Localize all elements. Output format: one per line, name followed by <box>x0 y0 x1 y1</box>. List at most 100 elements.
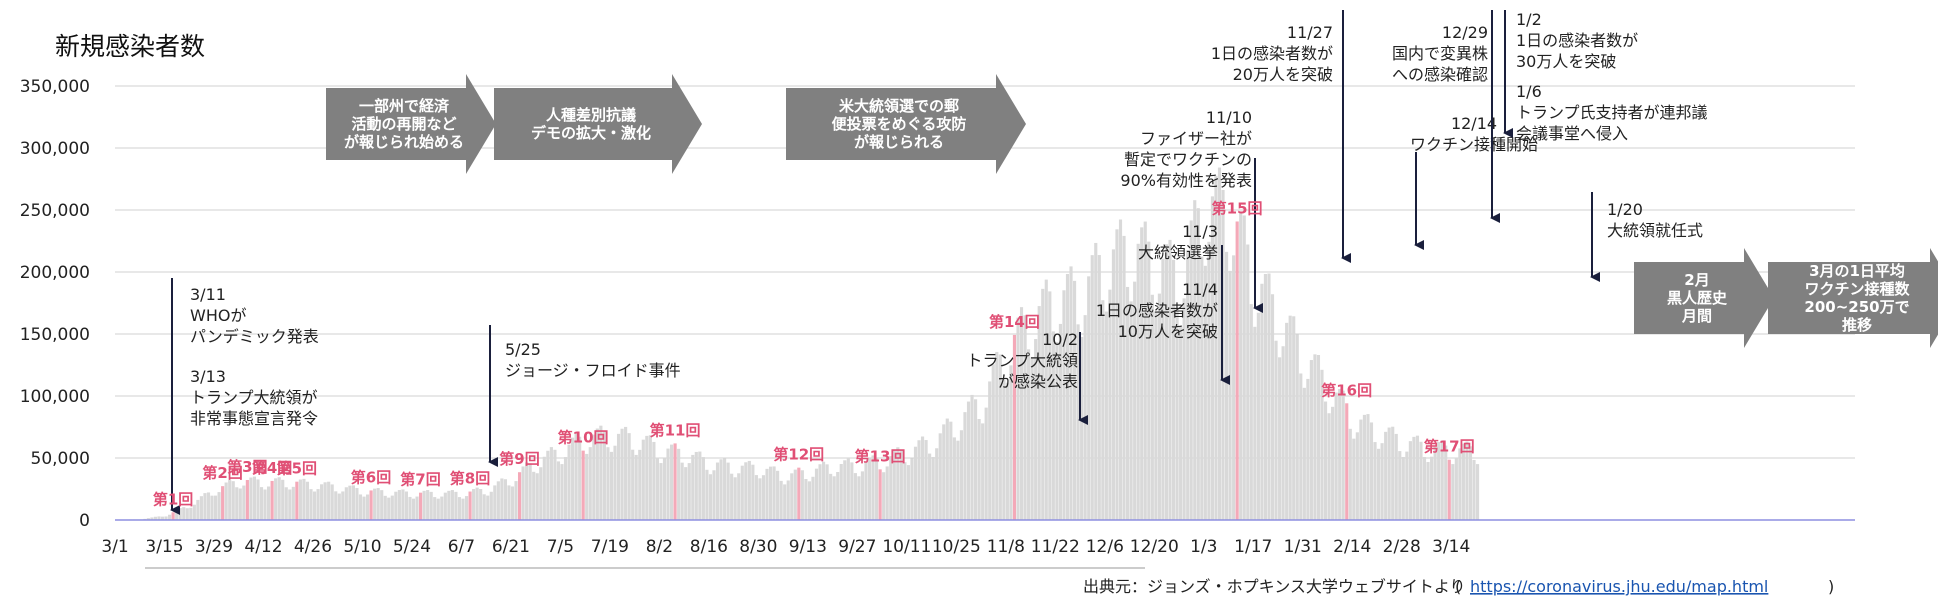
bar <box>1239 212 1243 521</box>
bar <box>931 456 935 520</box>
bar <box>889 456 893 520</box>
source-paren-open: ( <box>1455 577 1461 596</box>
bar <box>606 447 610 520</box>
bar <box>892 450 896 520</box>
meeting-label: 第1回 <box>153 490 193 508</box>
bar <box>1348 428 1352 520</box>
bar <box>1203 265 1207 520</box>
bar <box>1037 306 1041 520</box>
bar <box>783 484 787 520</box>
bar <box>1034 339 1038 520</box>
bar <box>1232 255 1236 520</box>
bar <box>252 476 257 520</box>
bar <box>436 498 440 520</box>
bar <box>1242 215 1246 520</box>
bar <box>1161 258 1165 520</box>
bar <box>1104 311 1108 520</box>
event-label: 国内で変異株 <box>1392 44 1488 63</box>
bar <box>323 482 327 520</box>
bar <box>648 435 652 520</box>
bar <box>365 494 370 520</box>
bar <box>411 498 416 520</box>
bar <box>1369 422 1374 520</box>
period-arrow-text: 推移 <box>1842 316 1872 334</box>
source-link[interactable]: https://coronavirus.jhu.edu/map.html <box>1470 577 1768 596</box>
bar <box>609 451 614 520</box>
bar <box>1157 293 1161 520</box>
bar <box>510 486 515 520</box>
bar <box>182 507 186 520</box>
bar <box>461 498 465 520</box>
bar <box>1083 315 1087 520</box>
x-tick-label: 2/28 <box>1383 537 1421 557</box>
bar <box>659 463 663 520</box>
x-tick-label: 9/27 <box>838 537 876 557</box>
bar <box>673 443 677 520</box>
bar <box>493 485 497 520</box>
bar <box>1412 436 1416 520</box>
bar <box>468 491 472 520</box>
bar <box>1164 244 1169 520</box>
bar <box>1217 167 1222 520</box>
event-label: 12/14 <box>1451 114 1497 133</box>
bar <box>334 491 338 520</box>
x-tick-label: 8/2 <box>646 537 673 557</box>
bar <box>906 465 910 520</box>
bar <box>758 478 762 520</box>
bar <box>556 461 561 520</box>
bar <box>394 491 398 520</box>
event-label: ワクチン接種開始 <box>1410 135 1538 154</box>
bar <box>1012 334 1017 520</box>
bar <box>885 466 889 520</box>
bar <box>309 489 313 520</box>
bar <box>1189 220 1193 521</box>
bar <box>302 478 306 520</box>
bar <box>860 471 865 520</box>
bar <box>853 473 857 520</box>
event-label: ジョージ・フロイド事件 <box>505 361 681 380</box>
bar <box>281 479 285 520</box>
bar <box>1323 401 1328 520</box>
bar <box>1366 414 1370 520</box>
bar <box>754 475 758 520</box>
x-tick-label: 11/22 <box>1031 537 1080 557</box>
bar <box>1292 316 1296 520</box>
bar <box>1090 255 1094 520</box>
bar <box>1380 443 1384 520</box>
y-tick-label: 200,000 <box>20 263 90 283</box>
event-label: 5/25 <box>505 340 541 359</box>
bar <box>1285 322 1289 520</box>
bar <box>1359 419 1363 520</box>
bar <box>751 464 755 520</box>
bar <box>500 478 504 520</box>
y-tick-label: 50,000 <box>31 449 90 469</box>
period-arrow <box>494 74 702 174</box>
meeting-label: 第5回 <box>277 460 317 478</box>
bar <box>1387 427 1391 520</box>
chart-title: 新規感染者数 <box>55 32 205 61</box>
event-label: 非常事態宣言発令 <box>190 409 318 428</box>
bar <box>1118 219 1123 520</box>
bar <box>1263 273 1268 520</box>
bar <box>1355 432 1359 520</box>
event-label: 30万人を突破 <box>1516 52 1616 71</box>
x-tick-label: 2/14 <box>1333 537 1371 557</box>
period-arrow <box>786 74 1026 174</box>
bar <box>288 489 292 520</box>
bar <box>157 516 161 520</box>
bar <box>164 516 168 520</box>
bar <box>1391 426 1395 520</box>
x-tick-label: 8/30 <box>739 537 777 557</box>
y-tick-label: 250,000 <box>20 201 90 221</box>
event-label: ファイザー社が <box>1140 129 1252 148</box>
bar <box>429 491 433 520</box>
bar <box>740 465 744 520</box>
bar <box>602 431 606 520</box>
bar <box>765 468 769 520</box>
bar <box>1302 387 1306 520</box>
bar <box>351 485 355 520</box>
bar <box>694 451 698 520</box>
bar <box>1345 403 1349 520</box>
bar <box>701 457 705 520</box>
bar <box>857 476 861 520</box>
